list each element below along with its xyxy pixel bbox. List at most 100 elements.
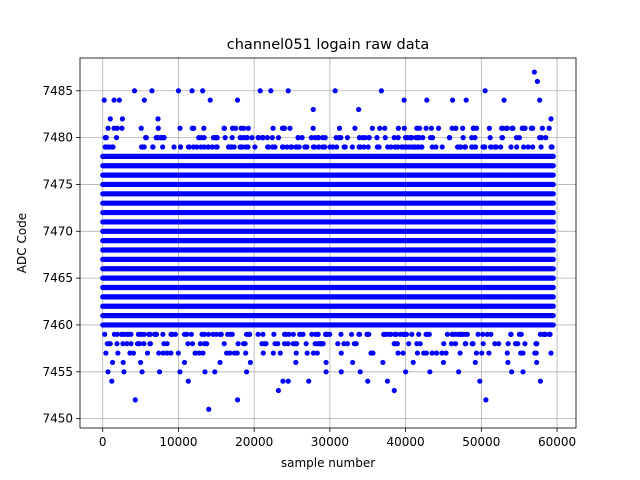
data-point	[528, 125, 534, 131]
data-point	[277, 350, 283, 356]
data-point	[403, 369, 409, 375]
data-point	[271, 331, 277, 337]
data-point	[393, 331, 399, 337]
data-point	[294, 341, 300, 347]
data-point	[338, 331, 344, 337]
data-point	[498, 144, 504, 150]
data-point	[463, 341, 469, 347]
data-point	[113, 135, 120, 141]
data-point	[406, 341, 412, 347]
data-point	[365, 378, 371, 384]
data-point	[284, 144, 290, 150]
data-point	[252, 144, 258, 150]
data-point	[504, 350, 510, 356]
data-point	[127, 350, 133, 356]
data-point	[105, 125, 111, 131]
data-point	[188, 331, 194, 337]
data-point	[319, 341, 325, 347]
data-point	[304, 350, 310, 356]
data-point	[457, 144, 464, 150]
data-point	[546, 125, 552, 131]
data-point	[213, 331, 219, 337]
data-point	[356, 331, 362, 337]
data-point	[255, 331, 261, 337]
data-point	[263, 341, 269, 347]
data-point	[444, 331, 451, 337]
data-point	[429, 350, 435, 356]
data-point	[200, 88, 206, 94]
data-point	[470, 341, 476, 347]
data-point	[312, 135, 318, 141]
data-point	[350, 359, 356, 366]
data-point	[427, 369, 433, 375]
data-point	[449, 125, 455, 131]
data-point	[209, 144, 215, 150]
data-point	[520, 350, 526, 356]
data-point	[144, 350, 151, 356]
x-tick-label: 30000	[311, 435, 349, 449]
data-point	[521, 144, 527, 150]
data-point	[537, 378, 544, 384]
data-point	[417, 125, 423, 131]
data-point	[104, 341, 110, 347]
data-point	[475, 331, 481, 337]
data-point	[285, 378, 291, 384]
data-point	[378, 88, 384, 94]
data-point	[505, 359, 511, 366]
y-tick-label: 7465	[42, 271, 73, 285]
data-point	[243, 350, 249, 356]
data-point	[190, 144, 197, 150]
data-point	[395, 125, 401, 131]
data-point	[111, 331, 117, 337]
data-point	[234, 97, 241, 103]
data-point	[496, 341, 502, 347]
data-point	[516, 331, 523, 337]
data-point	[369, 125, 375, 131]
data-point	[136, 341, 143, 347]
data-point	[309, 331, 315, 337]
data-point	[189, 341, 196, 347]
data-point	[202, 369, 208, 375]
data-point	[388, 144, 394, 150]
data-point	[312, 341, 318, 347]
data-point	[227, 350, 233, 356]
data-point	[487, 144, 494, 150]
data-point	[443, 350, 449, 356]
data-point	[196, 350, 202, 356]
data-point	[391, 387, 397, 394]
data-point	[531, 69, 537, 75]
data-point	[388, 331, 394, 337]
data-point	[177, 125, 183, 131]
data-point	[197, 341, 203, 347]
y-tick-label: 7485	[42, 84, 73, 98]
data-point	[400, 350, 406, 356]
data-point	[237, 135, 243, 141]
y-tick-label: 7455	[42, 365, 73, 379]
data-point	[401, 97, 407, 103]
data-point	[295, 135, 301, 141]
data-point	[455, 331, 461, 337]
data-point	[480, 341, 486, 347]
data-point	[335, 341, 341, 347]
data-point	[366, 135, 372, 141]
data-point	[456, 369, 462, 375]
data-point	[212, 369, 218, 375]
data-point	[395, 350, 401, 356]
data-point	[460, 125, 466, 131]
data-point	[499, 135, 505, 141]
data-point	[153, 331, 160, 337]
data-point	[374, 144, 380, 150]
data-point	[238, 125, 244, 131]
data-point	[297, 331, 304, 337]
data-point	[477, 378, 483, 384]
data-point	[138, 125, 144, 131]
y-tick-label: 7480	[42, 131, 73, 145]
data-point	[246, 331, 253, 337]
data-point	[441, 341, 447, 347]
data-point	[275, 135, 282, 141]
data-point	[239, 144, 245, 150]
data-point	[428, 125, 434, 131]
data-point	[548, 116, 554, 122]
data-point	[155, 116, 161, 122]
data-point	[303, 341, 309, 347]
